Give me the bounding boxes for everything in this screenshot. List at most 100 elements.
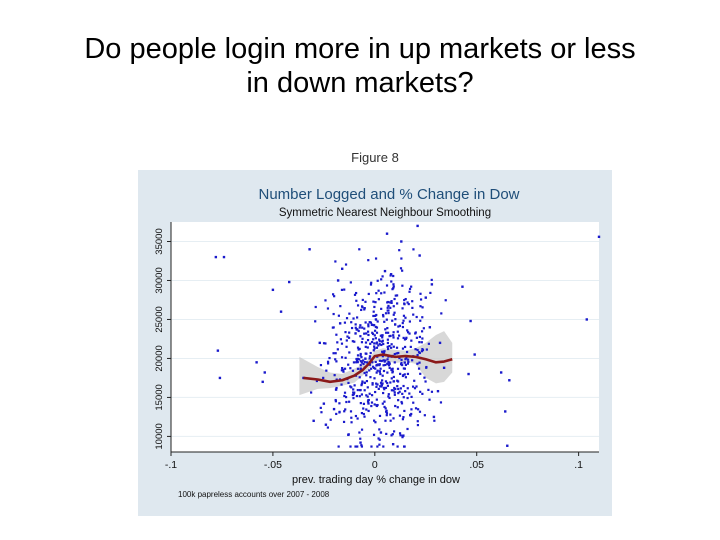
scatter-point [347,381,350,385]
scatter-point [388,366,391,370]
scatter-point [350,326,354,330]
scatter-point [410,408,413,411]
scatter-point [373,342,376,345]
scatter-point [314,320,317,323]
scatter-point [355,394,359,398]
scatter-point [352,391,355,394]
scatter-point [372,338,375,341]
scatter-point [386,345,389,348]
scatter-point [427,388,430,391]
scatter-point [369,283,373,286]
scatter-point [404,376,407,379]
scatter-point [368,321,371,324]
scatter-point [401,325,405,329]
scatter-point [372,314,375,318]
scatter-point [397,351,400,355]
scatter-point [417,408,420,411]
scatter-point [416,362,419,365]
scatter-point [384,386,388,389]
scatter-point [362,407,365,410]
scatter-point [370,394,374,397]
scatter-point [352,397,355,400]
scatter-point [361,326,364,329]
scatter-point [393,391,396,394]
chart-title: Number Logged and % Change in Dow [259,186,520,203]
scatter-point [348,351,351,354]
scatter-point [403,298,406,302]
scatter-point [356,445,359,448]
scatter-point [334,260,337,263]
x-tick-label: .05 [469,459,484,471]
scatter-point [391,443,395,446]
scatter-point [401,307,404,310]
scatter-point [390,301,393,304]
scatter-point [384,312,388,315]
scatter-point [396,302,399,305]
scatter-point [343,367,347,370]
scatter-point [405,350,409,354]
scatter-point [442,366,446,369]
scatter-point [400,358,403,361]
scatter-point [312,419,315,423]
scatter-point [216,349,220,352]
scatter-point [338,411,341,414]
scatter-point [411,385,415,388]
scatter-point [392,305,395,308]
scatter-point [433,419,436,422]
scatter-point [345,339,348,342]
scatter-point [409,414,412,417]
scatter-point [402,336,405,340]
scatter-point [356,417,359,420]
scatter-point [378,414,382,418]
scatter-point [343,394,346,398]
scatter-point [360,341,364,344]
scatter-point [419,292,422,295]
scatter-point [399,387,402,390]
scatter-point [499,371,503,374]
scatter-point [343,410,346,413]
scatter-point [331,326,334,329]
scatter-point [402,319,405,322]
scatter-point [376,369,379,372]
scatter-point [399,267,403,270]
scatter-point [408,320,411,323]
scatter-point [384,363,387,367]
scatter-point [391,433,394,436]
scatter-point [371,383,374,386]
scatter-point [378,443,381,446]
scatter-point [397,334,401,337]
scatter-point [428,326,432,329]
scatter-point [367,399,370,402]
scatter-point [381,339,384,342]
scatter-point [406,358,410,361]
scatter-point [406,372,410,376]
scatter-point [408,287,412,291]
scatter-point [415,336,418,339]
scatter-point [406,329,409,332]
scatter-point [369,351,372,355]
scatter-point [359,367,362,370]
scatter-point [337,445,340,448]
scatter-point [394,404,397,408]
scatter-point [364,300,367,303]
scatter-point [358,248,361,251]
scatter-point [374,421,377,424]
scatter-point [349,445,352,448]
scatter-point [374,325,377,329]
scatter-point [419,390,422,393]
scatter-point [378,438,381,441]
scatter-point [322,342,326,345]
scatter-point [377,289,380,292]
scatter-point [418,335,421,339]
scatter-point [367,259,370,262]
scatter-point [338,402,341,405]
scatter-point [364,341,368,344]
scatter-point [367,409,370,413]
scatter-point [342,420,346,424]
x-tick-label: .1 [574,459,583,471]
scatter-point [214,255,218,259]
scatter-point [302,376,305,380]
scatter-point [350,421,353,424]
scatter-point [400,240,403,243]
scatter-point [386,301,389,304]
